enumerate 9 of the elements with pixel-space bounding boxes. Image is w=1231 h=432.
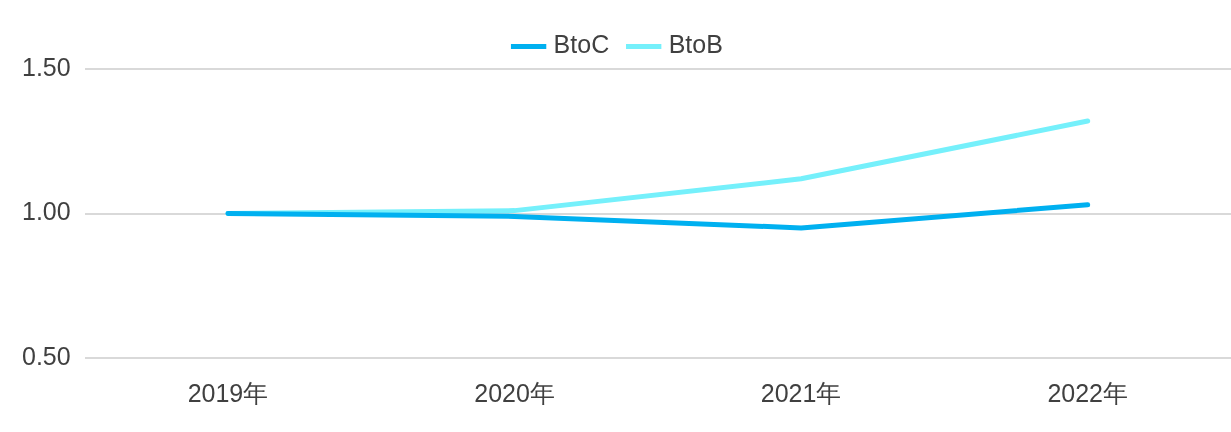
legend-label: BtoC: [553, 30, 610, 59]
x-tick-label: 2020年: [474, 378, 555, 407]
x-tick-label: 2021年: [760, 378, 842, 407]
y-tick-label: 1.00: [21, 197, 71, 226]
x-tick-label: 2022年: [1047, 378, 1129, 407]
y-tick-label: 1.50: [21, 52, 71, 81]
x-tick-label: 2019年: [187, 378, 269, 407]
y-tick-label: 0.50: [21, 341, 71, 370]
legend-label: BtoB: [668, 30, 723, 59]
